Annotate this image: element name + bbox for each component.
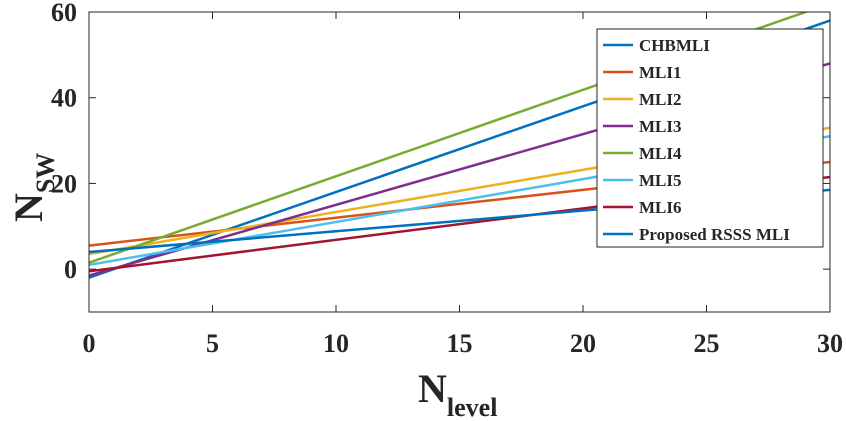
x-axis-label-main: N — [418, 366, 447, 411]
legend: CHBMLI MLI1 MLI2 MLI3 MLI4 MLI5 MLI6 Proposed R… — [596, 28, 824, 248]
x-tick-label-2: 10 — [323, 329, 349, 358]
legend-label-3: MLI2 — [639, 90, 682, 109]
x-tick-label-5: 25 — [694, 329, 720, 358]
legend-label-2: MLI1 — [639, 63, 682, 82]
legend-label-7: MLI6 — [639, 198, 682, 217]
legend-label-5: MLI4 — [639, 144, 682, 163]
legend-box — [596, 28, 824, 248]
y-tick-label-0: 0 — [64, 255, 77, 284]
x-tick-label-1: 5 — [206, 329, 219, 358]
ticks-layer: 0 5 10 15 20 25 30 0 20 40 60 — [51, 0, 843, 358]
x-axis-label-sub: level — [447, 393, 498, 421]
x-axis-label: Nlevel — [418, 366, 497, 421]
y-axis-label-main: N — [6, 193, 51, 222]
x-tick-label-4: 20 — [570, 329, 596, 358]
legend-label-1: CHBMLI — [639, 36, 710, 55]
y-axis-label: NSW — [6, 153, 60, 222]
x-tick-label-6: 30 — [817, 329, 843, 358]
x-tick-label-3: 15 — [447, 329, 473, 358]
y-tick-label-2: 40 — [51, 84, 77, 113]
y-tick-label-1: 20 — [51, 169, 77, 198]
x-tick-label-0: 0 — [83, 329, 96, 358]
legend-label-4: MLI3 — [639, 117, 682, 136]
y-axis-label-sub: SW — [31, 153, 60, 193]
y-tick-label-3: 60 — [51, 0, 77, 27]
legend-label-8: Proposed RSSS MLI — [639, 225, 790, 244]
legend-label-6: MLI5 — [639, 171, 682, 190]
